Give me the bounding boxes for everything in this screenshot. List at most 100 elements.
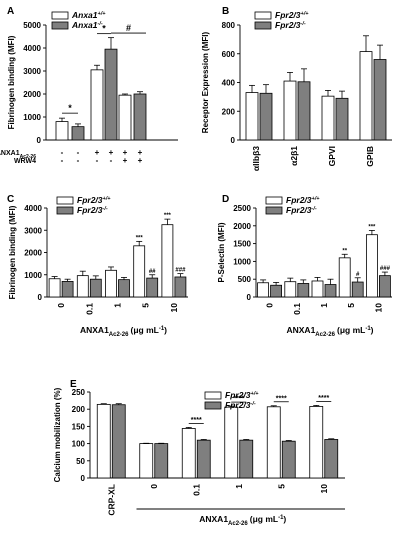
significance-mark: *** bbox=[368, 224, 376, 230]
y-tick-label: 200 bbox=[222, 107, 236, 116]
panel-label: B bbox=[222, 6, 229, 17]
significance-mark: **** bbox=[191, 417, 202, 424]
x-tick-label: 5 bbox=[141, 303, 151, 308]
legend-entry: Fpr2/3-/- bbox=[77, 205, 108, 215]
legend-swatch bbox=[204, 401, 222, 410]
legend-entry: Fpr2/3+/+ bbox=[286, 195, 320, 205]
bar bbox=[133, 245, 146, 298]
significance-mark: ## bbox=[149, 269, 156, 275]
y-axis-label: Fibrinogen binding (MFI) bbox=[8, 205, 17, 299]
legend-entry: Fpr2/3+/+ bbox=[275, 10, 309, 20]
bar bbox=[324, 284, 337, 298]
treatment-sign: - bbox=[110, 156, 113, 165]
significance-mark: ### bbox=[175, 268, 186, 274]
panel-label: D bbox=[222, 194, 229, 205]
bar bbox=[266, 406, 281, 479]
bar bbox=[257, 282, 270, 298]
y-axis-label: Fibrinogen binding (MFI) bbox=[7, 35, 16, 129]
bar bbox=[90, 69, 104, 141]
panel-C: C 0 1000 2000 3000 4000 Fibrinogen binding (MF… bbox=[7, 194, 188, 338]
x-tick-label: αIIbβ3 bbox=[251, 146, 261, 171]
bar bbox=[284, 281, 297, 298]
y-tick-label: 2000 bbox=[233, 222, 251, 231]
treatment-sign: - bbox=[77, 156, 80, 165]
y-tick-label: 150 bbox=[72, 422, 86, 431]
x-tick-label: GPVI bbox=[327, 146, 337, 166]
x-tick-label: 10 bbox=[169, 303, 179, 313]
panel-D: D 0 500 1000 1500 2000 2500 P-Selectin (MFI) 0 0.… bbox=[217, 194, 392, 338]
panel-label: A bbox=[7, 6, 14, 17]
significance-mark: * bbox=[102, 24, 106, 34]
treatment-sign: + bbox=[138, 156, 143, 165]
bar bbox=[161, 224, 174, 298]
treatment-sign: + bbox=[109, 148, 114, 157]
bar bbox=[297, 81, 311, 141]
y-tick-label: 2000 bbox=[24, 249, 42, 258]
x-tick-label: 5 bbox=[346, 303, 356, 308]
y-tick-label: 3000 bbox=[24, 226, 42, 235]
significance-mark: *** bbox=[164, 213, 172, 219]
y-tick-label: 0 bbox=[81, 474, 86, 483]
x-tick-label: 1 bbox=[319, 303, 329, 308]
x-tick-label: 0 bbox=[56, 303, 66, 308]
x-tick-label: CRP-XL bbox=[106, 484, 116, 516]
y-tick-label: 2500 bbox=[233, 204, 251, 213]
bar bbox=[270, 284, 283, 298]
treatment-sign: + bbox=[95, 148, 100, 157]
y-tick-label: 4000 bbox=[24, 204, 42, 213]
legend-entry: Fpr2/3-/- bbox=[225, 400, 256, 410]
panel-B: B 0 200 400 600 800 Receptor Expression (MFI) α… bbox=[201, 6, 392, 171]
y-axis-label: Calcium mobilization (%) bbox=[53, 387, 62, 482]
bar bbox=[118, 279, 130, 298]
y-tick-label: 500 bbox=[238, 275, 252, 284]
x-axis-label: ANXA1Ac2-26 (μg mL-1) bbox=[199, 514, 286, 527]
bar bbox=[174, 276, 187, 298]
treatment-sign: + bbox=[138, 148, 143, 157]
treatment-sign: - bbox=[77, 148, 80, 157]
x-tick-label: 10 bbox=[319, 484, 329, 494]
bar bbox=[48, 278, 61, 298]
bar bbox=[146, 277, 159, 298]
significance-mark: **** bbox=[233, 396, 244, 403]
x-tick-label: 0.1 bbox=[84, 303, 94, 315]
bar bbox=[154, 443, 169, 479]
bar bbox=[239, 439, 254, 479]
bar bbox=[196, 439, 211, 479]
y-tick-label: 250 bbox=[72, 388, 86, 397]
bar bbox=[311, 280, 324, 298]
x-tick-label: 0 bbox=[149, 484, 159, 489]
bar bbox=[283, 80, 297, 141]
legend-entry: Anxa1-/- bbox=[71, 20, 103, 30]
bar bbox=[118, 94, 132, 141]
y-tick-label: 3000 bbox=[23, 67, 41, 76]
y-tick-label: 100 bbox=[72, 440, 86, 449]
y-tick-label: 0 bbox=[37, 136, 42, 145]
bar bbox=[338, 257, 351, 298]
significance-mark: * bbox=[68, 103, 72, 113]
bar bbox=[245, 92, 259, 141]
x-tick-label: α2β1 bbox=[289, 146, 299, 166]
panel-A: A 0 1000 2000 3000 4000 5000 Fibrinogen binding… bbox=[0, 6, 178, 165]
significance-mark: # bbox=[126, 23, 131, 33]
significance-mark: **** bbox=[318, 395, 329, 402]
treatment-sign: - bbox=[61, 156, 64, 165]
legend-swatch bbox=[51, 11, 69, 20]
x-axis-label: ANXA1Ac2-26 (μg mL-1) bbox=[80, 325, 167, 338]
significance-mark: *** bbox=[136, 235, 144, 241]
y-tick-label: 200 bbox=[72, 405, 86, 414]
bar bbox=[309, 406, 324, 479]
treatment-label: WRW4 bbox=[14, 158, 36, 165]
bar bbox=[365, 234, 378, 298]
x-tick-label: GPIB bbox=[365, 146, 375, 167]
y-tick-label: 4000 bbox=[23, 44, 41, 53]
legend-entry: Anxa1+/+ bbox=[71, 10, 106, 20]
bar bbox=[181, 428, 196, 479]
y-tick-label: 0 bbox=[231, 136, 236, 145]
y-tick-label: 2000 bbox=[23, 90, 41, 99]
x-tick-label: 1 bbox=[113, 303, 123, 308]
bar bbox=[324, 439, 339, 479]
bar bbox=[335, 97, 349, 141]
bar bbox=[55, 121, 69, 141]
legend-swatch bbox=[204, 391, 222, 400]
